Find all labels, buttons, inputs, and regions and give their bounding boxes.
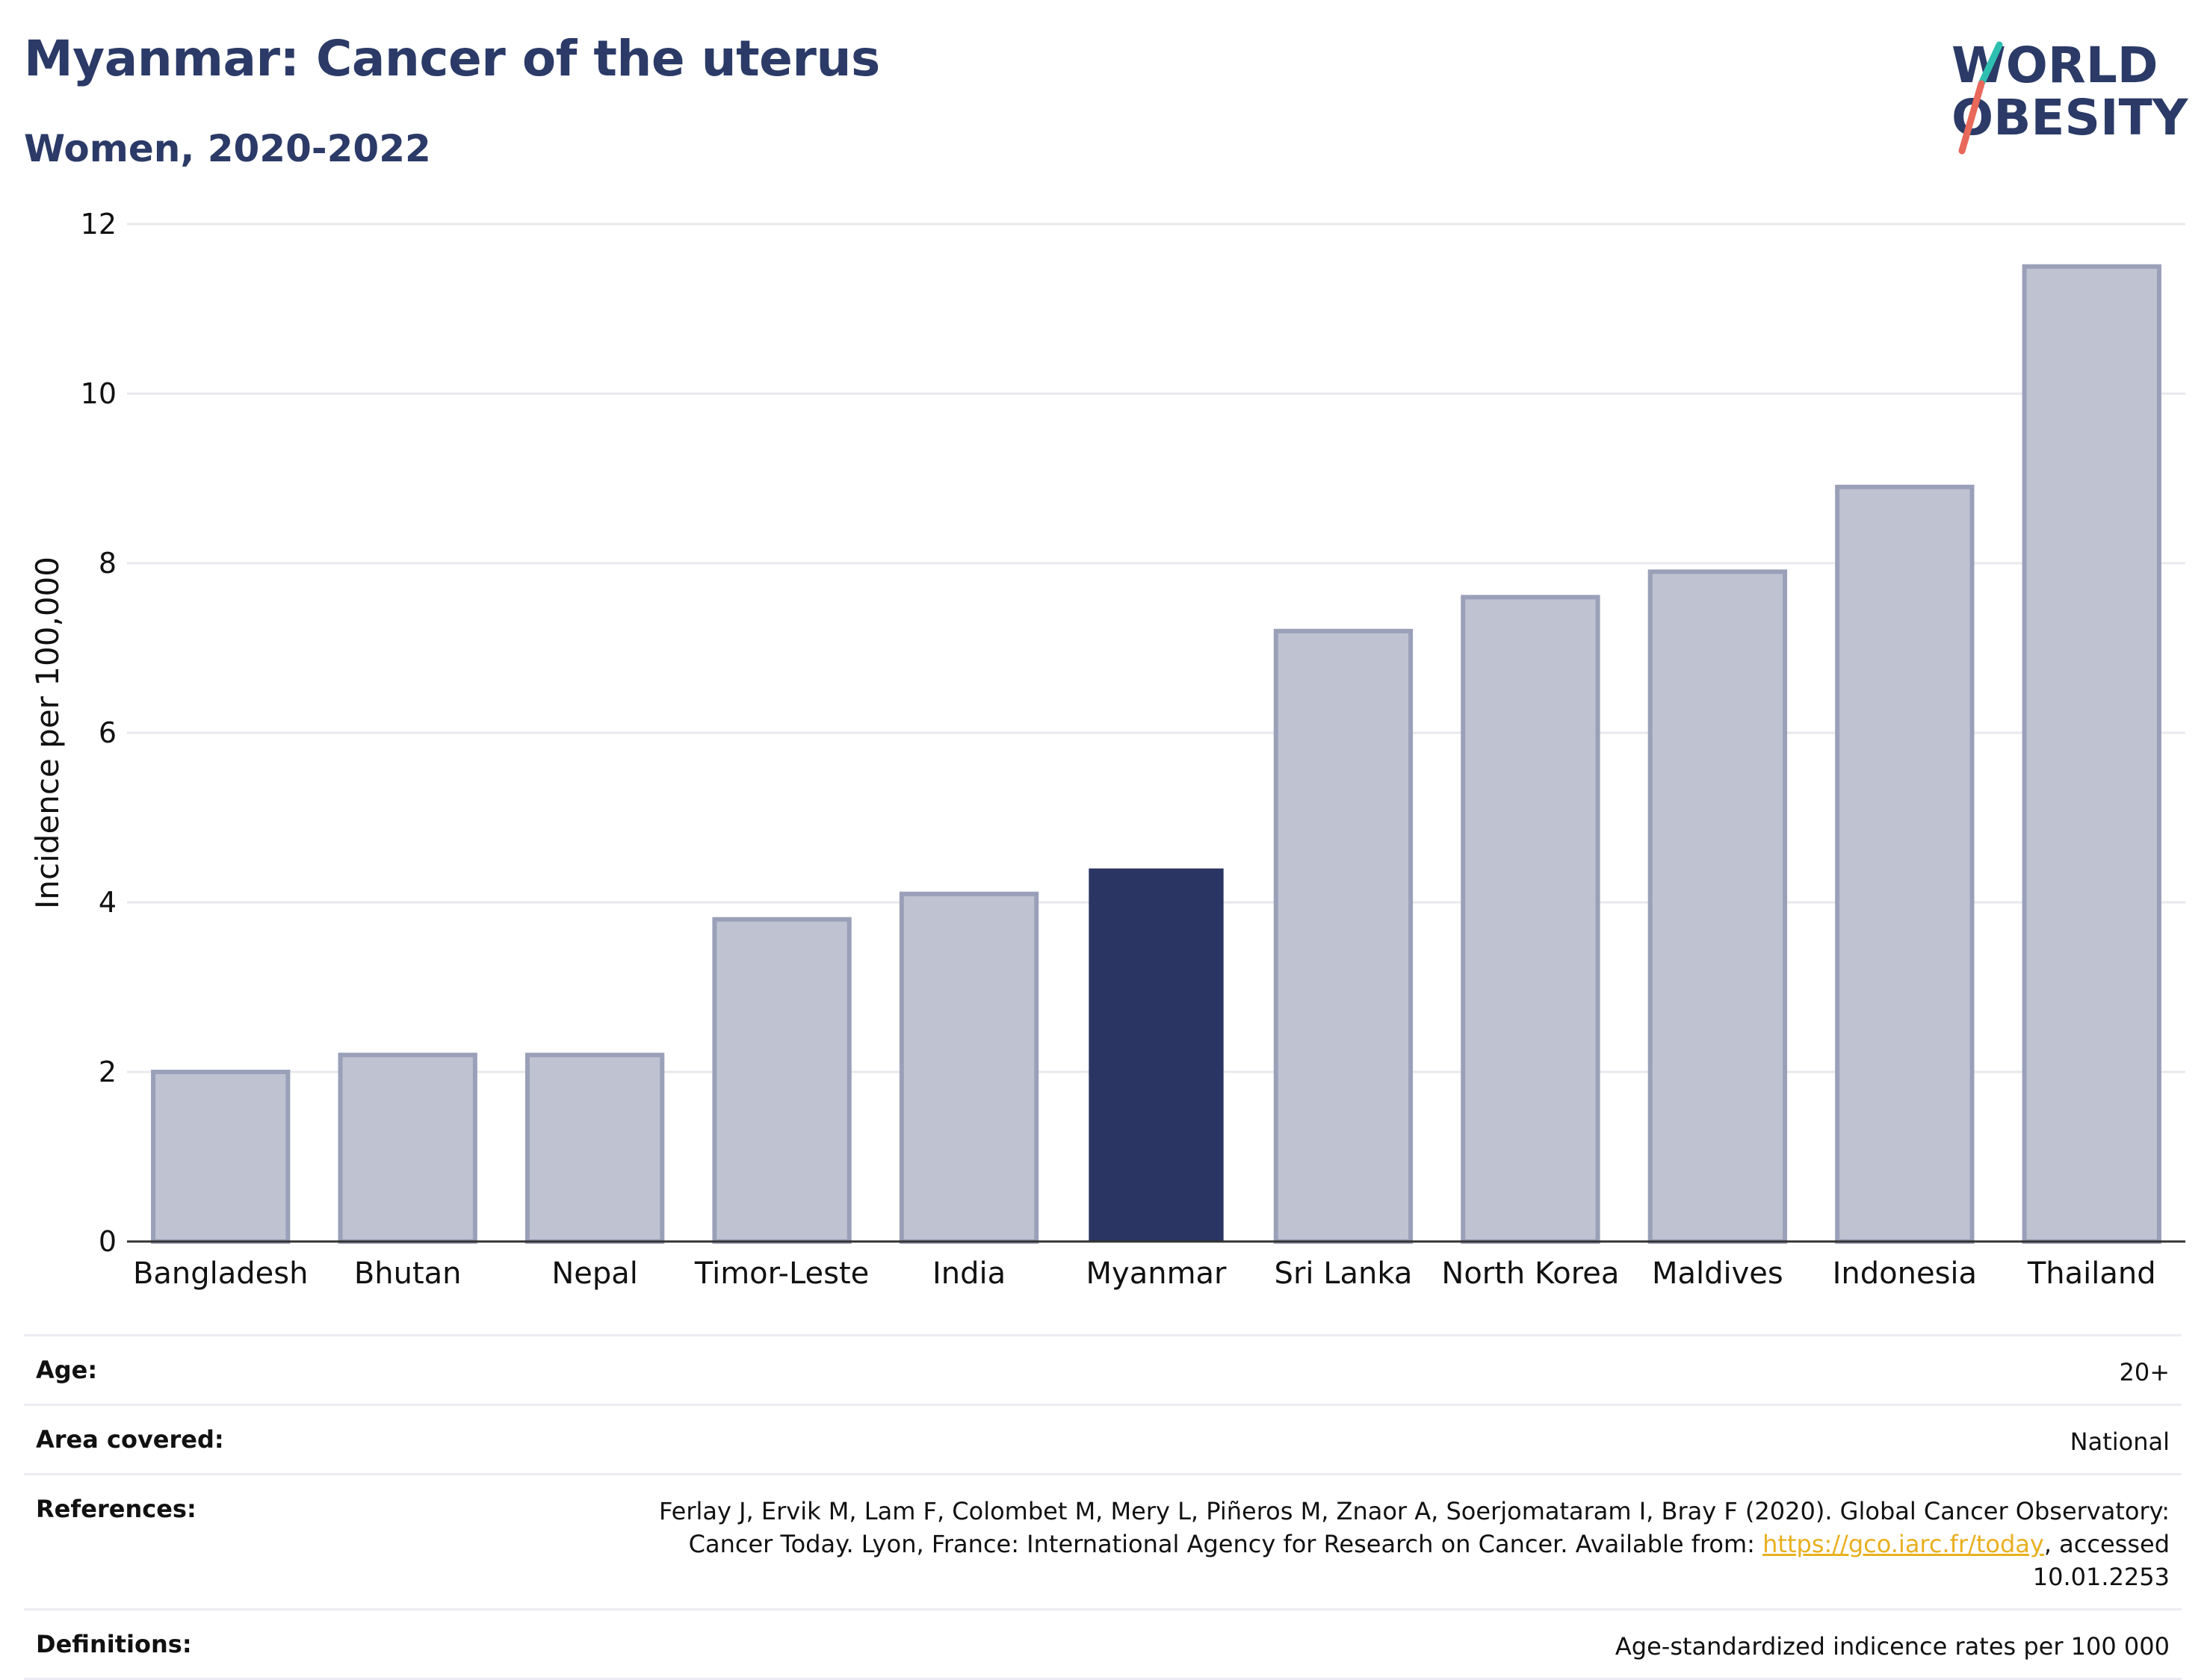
- meta-row-area: Area covered: National: [24, 1404, 2182, 1473]
- y-tick-label: 4: [99, 886, 117, 919]
- meta-references-label: References:: [36, 1495, 196, 1523]
- axes: 0 2 4 6 8 10 12 Bangladesh Bhutan Nepal Timor-Lest…: [81, 208, 2185, 1291]
- meta-references-value: Ferlay J, Ervik M, Lam F, Colombet M, Me…: [601, 1495, 2170, 1593]
- bar-bhutan: [338, 1053, 477, 1244]
- logo-slash-teal: [1978, 41, 2003, 87]
- meta-age-value: 20+: [2119, 1358, 2170, 1386]
- x-tick-label: Bhutan: [354, 1256, 462, 1291]
- y-tick-label: 6: [99, 716, 117, 749]
- chart-metadata: Age: 20+ Area covered: National Referenc…: [24, 1334, 2182, 1680]
- x-tick-label: Nepal: [551, 1256, 638, 1291]
- y-tick-label: 8: [99, 547, 117, 580]
- meta-definitions-label: Definitions:: [36, 1630, 192, 1658]
- x-tick-label: India: [932, 1256, 1006, 1291]
- bar-india: [899, 891, 1039, 1244]
- meta-row-age: Age: 20+: [24, 1334, 2182, 1404]
- y-tick-label: 2: [99, 1056, 117, 1088]
- meta-references-text: Ferlay J, Ervik M, Lam F, Colombet M, Me…: [659, 1497, 2170, 1558]
- world-obesity-logo-graphic: WORLD OBESITY: [1951, 37, 2189, 155]
- y-tick-label: 12: [81, 208, 117, 241]
- y-tick-label: 10: [81, 377, 117, 410]
- x-tick-label: Maldives: [1652, 1256, 1783, 1291]
- x-tick-label: Thailand: [2027, 1256, 2156, 1291]
- logo-slash-coral: [1958, 80, 1985, 155]
- logo-line1: WORLD: [1951, 37, 2158, 94]
- meta-area-label: Area covered:: [36, 1425, 224, 1454]
- x-tick-label: Timor-Leste: [694, 1256, 869, 1291]
- bar-myanmar: [1089, 868, 1224, 1242]
- x-tick-label: Myanmar: [1086, 1256, 1228, 1291]
- bar-sri-lanka: [1273, 628, 1414, 1244]
- references-link[interactable]: https://gco.iarc.fr/today: [1762, 1530, 2044, 1558]
- logo-line2: OBESITY: [1951, 89, 2189, 146]
- world-obesity-logo: WORLD OBESITY: [1943, 30, 2197, 164]
- meta-age-label: Age:: [36, 1356, 98, 1384]
- x-tick-label: Sri Lanka: [1275, 1256, 1413, 1291]
- meta-references-accessed: , accessed 10.01.2253: [2032, 1530, 2170, 1591]
- x-tick-label: Bangladesh: [133, 1256, 309, 1291]
- meta-row-definitions: Definitions: Age-standardized indicence …: [24, 1608, 2182, 1680]
- x-tick-label: Indonesia: [1833, 1256, 1977, 1291]
- bar-thailand: [2022, 264, 2161, 1244]
- meta-definitions-value: Age-standardized indicence rates per 100…: [1615, 1632, 2170, 1661]
- meta-area-value: National: [2070, 1428, 2170, 1456]
- bars: [151, 264, 2161, 1244]
- bar-north-korea: [1461, 595, 1600, 1244]
- x-tick-label: North Korea: [1441, 1256, 1619, 1291]
- bar-timor-leste: [712, 917, 852, 1244]
- bar-indonesia: [1835, 484, 1975, 1244]
- chart-subtitle: Women, 2020-2022: [24, 127, 431, 170]
- meta-row-references: References: Ferlay J, Ervik M, Lam F, Co…: [24, 1473, 2182, 1608]
- bar-nepal: [524, 1053, 665, 1244]
- bar-bangladesh: [151, 1070, 291, 1244]
- y-axis-title: Incidence per 100,000: [29, 557, 66, 909]
- y-tick-label: 0: [99, 1225, 117, 1258]
- bar-maldives: [1647, 569, 1788, 1244]
- chart-title: Myanmar: Cancer of the uterus: [24, 30, 880, 87]
- bar-chart: 0 2 4 6 8 10 12 Bangladesh Bhutan Nepal Timor-Lest…: [29, 208, 2185, 1291]
